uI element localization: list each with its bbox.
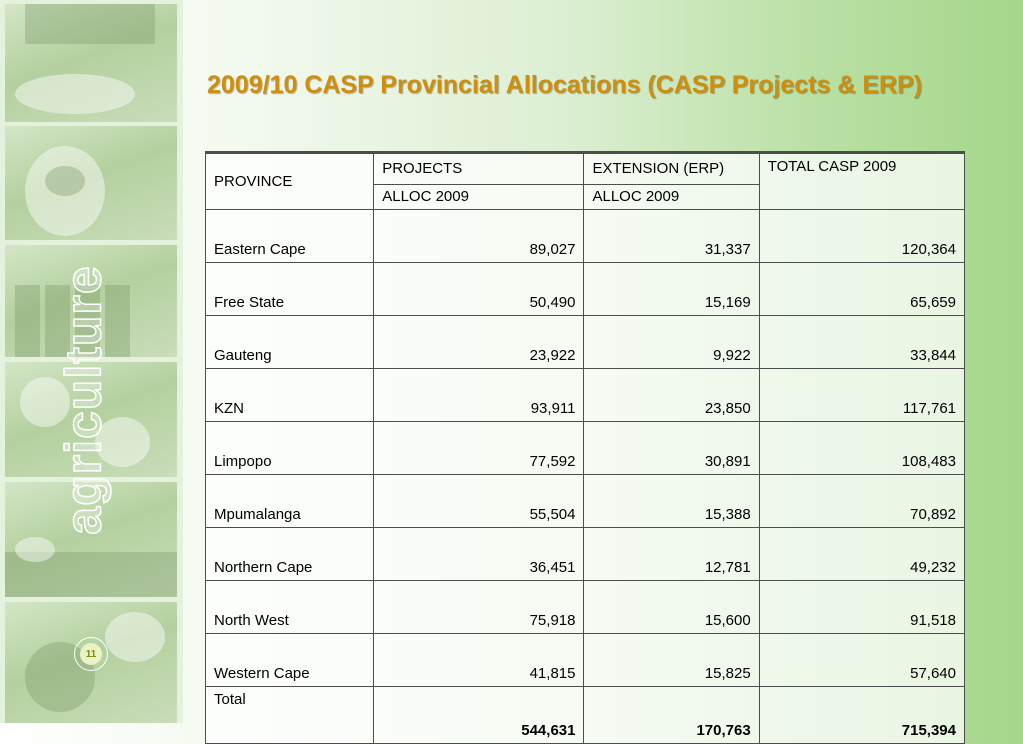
province-cell: Mpumalanga <box>204 474 375 528</box>
extension-cell: 9,922 <box>583 315 760 369</box>
total-cell: 91,518 <box>758 580 966 634</box>
province-cell: Gauteng <box>204 315 375 369</box>
table-row: Mpumalanga 55,504 15,388 70,892 <box>204 474 966 528</box>
grand-total-cell: 715,394 <box>758 686 966 744</box>
total-projects-cell: 544,631 <box>373 686 585 744</box>
province-cell: North West <box>204 580 375 634</box>
total-cell: 117,761 <box>758 368 966 422</box>
extension-cell: 15,388 <box>583 474 760 528</box>
table-row: Gauteng 23,922 9,922 33,844 <box>204 315 966 369</box>
projects-cell: 75,918 <box>373 580 585 634</box>
projects-cell: 41,815 <box>373 633 585 687</box>
page-number-badge: 11 <box>74 637 108 671</box>
slide-title: 2009/10 CASP Provincial Allocations (CAS… <box>207 71 923 99</box>
projects-cell: 55,504 <box>373 474 585 528</box>
extension-cell: 12,781 <box>583 527 760 581</box>
total-cell: 108,483 <box>758 421 966 475</box>
extension-cell: 31,337 <box>583 209 760 263</box>
table-row: Western Cape 41,815 15,825 57,640 <box>204 633 966 687</box>
total-label: Total <box>204 686 375 744</box>
table-row: North West 75,918 15,600 91,518 <box>204 580 966 634</box>
photo-strip: agriculture 11 <box>0 0 183 723</box>
extension-cell: 15,600 <box>583 580 760 634</box>
header-extension-alloc: ALLOC 2009 <box>583 183 760 211</box>
extension-cell: 30,891 <box>583 421 760 475</box>
projects-cell: 93,911 <box>373 368 585 422</box>
province-cell: KZN <box>204 368 375 422</box>
header-projects-alloc: ALLOC 2009 <box>373 183 585 211</box>
projects-cell: 77,592 <box>373 421 585 475</box>
table-row: Limpopo 77,592 30,891 108,483 <box>204 421 966 475</box>
province-cell: Northern Cape <box>204 527 375 581</box>
province-cell: Free State <box>204 262 375 316</box>
agriculture-vertical-text: agriculture <box>54 250 114 550</box>
header-extension: EXTENSION (ERP) <box>583 151 760 185</box>
province-cell: Eastern Cape <box>204 209 375 263</box>
projects-cell: 23,922 <box>373 315 585 369</box>
projects-cell: 36,451 <box>373 527 585 581</box>
province-cell: Limpopo <box>204 421 375 475</box>
total-cell: 65,659 <box>758 262 966 316</box>
farm-field-photo <box>5 482 177 597</box>
total-cell: 49,232 <box>758 527 966 581</box>
total-extension-cell: 170,763 <box>583 686 760 744</box>
total-cell: 33,844 <box>758 315 966 369</box>
table-header-row: PROVINCE PROJECTS EXTENSION (ERP) TOTAL … <box>204 151 966 210</box>
allocations-table: PROVINCE PROJECTS EXTENSION (ERP) TOTAL … <box>204 151 966 744</box>
total-cell: 57,640 <box>758 633 966 687</box>
table-subheader-row: ALLOC 2009 ALLOC 2009 <box>206 183 965 211</box>
projects-cell: 89,027 <box>373 209 585 263</box>
side-word: agriculture <box>55 265 113 536</box>
table-row: KZN 93,911 23,850 117,761 <box>204 368 966 422</box>
table-row: Eastern Cape 89,027 31,337 120,364 <box>204 209 966 263</box>
extension-cell: 15,169 <box>583 262 760 316</box>
header-province: PROVINCE <box>204 151 375 210</box>
market-stall-photo <box>5 4 177 122</box>
province-cell: Western Cape <box>204 633 375 687</box>
header-total: TOTAL CASP 2009 <box>758 151 966 210</box>
table-row: Free State 50,490 15,169 65,659 <box>204 262 966 316</box>
extension-cell: 15,825 <box>583 633 760 687</box>
projects-cell: 50,490 <box>373 262 585 316</box>
total-cell: 70,892 <box>758 474 966 528</box>
table-row: Northern Cape 36,451 12,781 49,232 <box>204 527 966 581</box>
header-projects: PROJECTS <box>373 151 585 185</box>
grain-silos-photo <box>5 245 177 357</box>
calf-photo <box>5 126 177 240</box>
cotton-plant-photo <box>5 362 177 477</box>
page-number: 11 <box>80 643 102 665</box>
extension-cell: 23,850 <box>583 368 760 422</box>
total-cell: 120,364 <box>758 209 966 263</box>
table-total-row: Total 544,631 170,763 715,394 <box>204 686 966 744</box>
